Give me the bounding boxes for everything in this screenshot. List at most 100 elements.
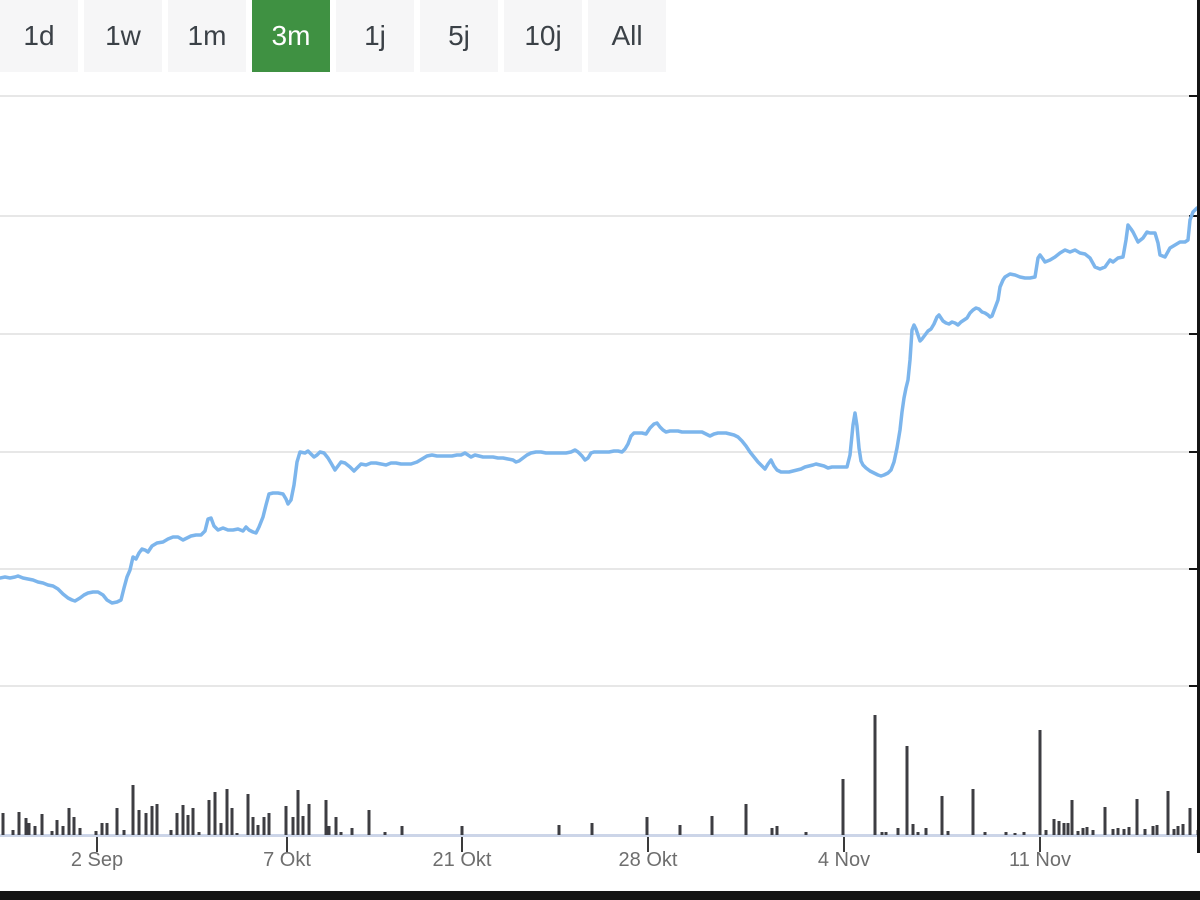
volume-bar (150, 806, 154, 835)
volume-bar (911, 824, 915, 835)
volume-bar (400, 826, 404, 835)
volume-bar (144, 813, 148, 835)
range-button-10j[interactable]: 10j (504, 0, 582, 72)
volume-bar (924, 828, 928, 835)
volume-bar (61, 826, 65, 835)
volume-bar (678, 825, 682, 835)
range-selector: 1d 1w 1m 3m 1j 5j 10j All (0, 0, 666, 72)
volume-bar (67, 808, 71, 835)
volume-bar (590, 823, 594, 835)
volume-bar (1066, 823, 1070, 835)
volume-bar (78, 828, 82, 835)
volume-bar (1127, 827, 1131, 835)
volume-bar (1062, 823, 1066, 835)
volume-bar (1052, 819, 1056, 835)
volume-bar (301, 816, 305, 835)
volume-bar (1172, 829, 1176, 835)
volume-bar (884, 832, 888, 835)
volume-bar (115, 808, 119, 835)
volume-bar (841, 779, 845, 835)
volume-bar (11, 830, 15, 835)
volume-bar (235, 833, 239, 835)
volume-bar (383, 832, 387, 835)
volume-bar (246, 794, 250, 835)
volume-bar (296, 790, 300, 835)
volume-bar (971, 789, 975, 835)
right-border (1197, 0, 1200, 853)
volume-bar (905, 746, 909, 835)
volume-bar (105, 823, 109, 835)
volume-bar (122, 830, 126, 835)
volume-bar (744, 804, 748, 835)
volume-bar (100, 823, 104, 835)
volume-bar (339, 832, 343, 835)
range-button-all[interactable]: All (588, 0, 666, 72)
volume-bar (1166, 791, 1170, 835)
volume-bar (225, 789, 229, 835)
volume-bar (1176, 826, 1180, 835)
volume-bar (207, 800, 211, 835)
volume-bar (1116, 828, 1120, 835)
volume-bar (175, 813, 179, 835)
volume-bar (1044, 830, 1048, 835)
volume-bar (197, 832, 201, 835)
volume-bar (1122, 829, 1126, 835)
volume-bar (55, 820, 59, 835)
volume-bar (40, 814, 44, 835)
volume-bar (251, 817, 255, 835)
range-button-5j[interactable]: 5j (420, 0, 498, 72)
volume-bar (137, 810, 141, 835)
volume-bar (181, 805, 185, 835)
volume-bar (72, 817, 76, 835)
range-button-3m[interactable]: 3m (252, 0, 330, 72)
volume-bar (645, 817, 649, 835)
volume-bar (1085, 827, 1089, 835)
volume-bar (940, 796, 944, 835)
volume-bar (219, 823, 223, 835)
volume-bar (17, 812, 21, 835)
volume-bar (1135, 799, 1139, 835)
volume-bar (27, 823, 31, 835)
volume-bar (1022, 832, 1026, 835)
volume-bar (267, 813, 271, 835)
range-button-1m[interactable]: 1m (168, 0, 246, 72)
volume-bar (1091, 830, 1095, 835)
volume-bar (169, 830, 173, 835)
volume-bar (191, 808, 195, 835)
volume-bar (557, 825, 561, 835)
volume-bar (946, 831, 950, 835)
volume-bar (1076, 831, 1080, 835)
range-button-1d[interactable]: 1d (0, 0, 78, 72)
volume-bar (186, 815, 190, 835)
range-button-1w[interactable]: 1w (84, 0, 162, 72)
volume-bar (1151, 826, 1155, 835)
volume-bar (291, 817, 295, 835)
bottom-border (0, 891, 1200, 900)
volume-bar (1004, 832, 1008, 835)
volume-bar (1111, 829, 1115, 835)
volume-bar (775, 826, 779, 835)
volume-bar (284, 806, 288, 835)
volume-bar (1038, 730, 1042, 835)
range-button-1j[interactable]: 1j (336, 0, 414, 72)
volume-bar (324, 800, 328, 835)
volume-bar (24, 818, 28, 835)
volume-bar (1013, 833, 1017, 835)
volume-bar (213, 792, 217, 835)
volume-bar (334, 817, 338, 835)
volume-bar (50, 831, 54, 835)
volume-bar (710, 816, 714, 835)
volume-bar (1188, 808, 1192, 835)
volume-bar (1081, 828, 1085, 835)
volume-bar (916, 832, 920, 835)
volume-bar (94, 831, 98, 835)
volume-bar (1057, 821, 1061, 835)
volume-bar (983, 832, 987, 835)
volume-bar (33, 826, 37, 835)
volume-bar (350, 828, 354, 835)
volume-bar (230, 808, 234, 835)
volume-bar (131, 785, 135, 835)
volume-bar (1143, 829, 1147, 835)
